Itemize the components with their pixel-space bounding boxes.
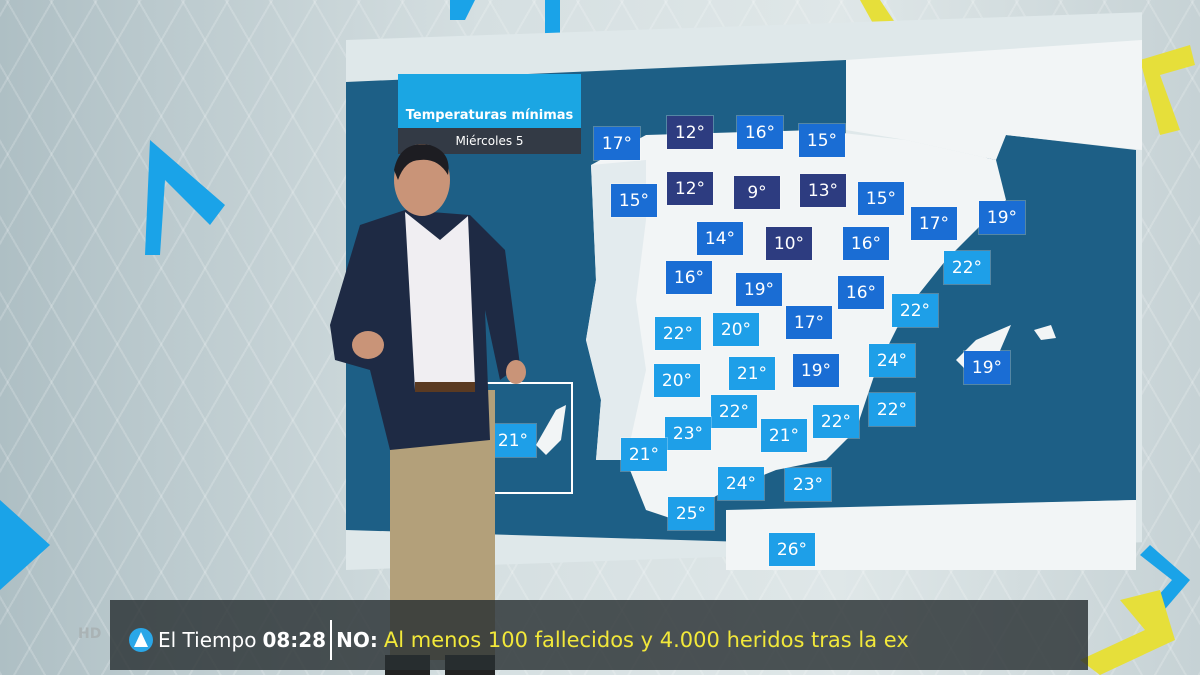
temperature-label: 23° xyxy=(665,417,711,450)
hd-badge: HD xyxy=(78,626,102,642)
clock: 08:28 xyxy=(262,628,327,652)
temperature-label: 12° xyxy=(667,116,713,149)
temperature-label: 10° xyxy=(766,227,812,260)
headline-prefix: NO: xyxy=(336,628,378,652)
canary-islands xyxy=(536,405,566,455)
program-name: El Tiempo xyxy=(158,628,257,652)
temperature-label: 19° xyxy=(793,354,839,387)
map-title-text: Temperaturas mínimas xyxy=(405,108,574,123)
temperature-label: 20° xyxy=(654,364,700,397)
temperature-label: 15° xyxy=(611,184,657,217)
temperature-label: 14° xyxy=(697,222,743,255)
temperature-label: 21° xyxy=(490,424,536,457)
temperature-label: 17° xyxy=(786,306,832,339)
map-title: Temperaturas mínimas xyxy=(398,74,581,128)
menorca xyxy=(1034,325,1056,340)
temperature-label: 17° xyxy=(594,127,640,160)
antena3-logo-icon xyxy=(129,628,153,652)
temperature-label: 19° xyxy=(979,201,1025,234)
africa-land xyxy=(726,500,1136,570)
temperature-label: 19° xyxy=(736,273,782,306)
temperature-label: 12° xyxy=(667,172,713,205)
portugal-land xyxy=(586,160,646,460)
temperature-label: 9° xyxy=(734,176,780,209)
temperature-label: 17° xyxy=(911,207,957,240)
temperature-label: 16° xyxy=(737,116,783,149)
temperature-label: 21° xyxy=(729,357,775,390)
temperature-label: 22° xyxy=(944,251,990,284)
temperature-label: 22° xyxy=(892,294,938,327)
temperature-label: 19° xyxy=(964,351,1010,384)
temperature-label: 22° xyxy=(711,395,757,428)
weather-presenter xyxy=(330,144,526,675)
temperature-label: 13° xyxy=(800,174,846,207)
temperature-label: 22° xyxy=(869,393,915,426)
temperature-label: 24° xyxy=(869,344,915,377)
temperature-label: 16° xyxy=(838,276,884,309)
news-ticker: El Tiempo 08:28 NO: Al menos 100 falleci… xyxy=(128,620,1143,660)
temperature-label: 15° xyxy=(799,124,845,157)
temperature-label: 20° xyxy=(713,313,759,346)
temperature-label: 23° xyxy=(785,468,831,501)
temperature-label: 16° xyxy=(666,261,712,294)
temperature-label: 15° xyxy=(858,182,904,215)
temperature-label: 21° xyxy=(761,419,807,452)
temperature-label: 22° xyxy=(813,405,859,438)
temperature-label: 26° xyxy=(769,533,815,566)
divider xyxy=(330,620,333,660)
headline-text: Al menos 100 fallecidos y 4.000 heridos … xyxy=(383,628,909,652)
temperature-label: 16° xyxy=(843,227,889,260)
temperature-label: 22° xyxy=(655,317,701,350)
temperature-label: 25° xyxy=(668,497,714,530)
temperature-label: 24° xyxy=(718,467,764,500)
france-land xyxy=(846,40,1142,160)
news-ticker-bar xyxy=(110,600,1088,670)
temperature-label: 21° xyxy=(621,438,667,471)
